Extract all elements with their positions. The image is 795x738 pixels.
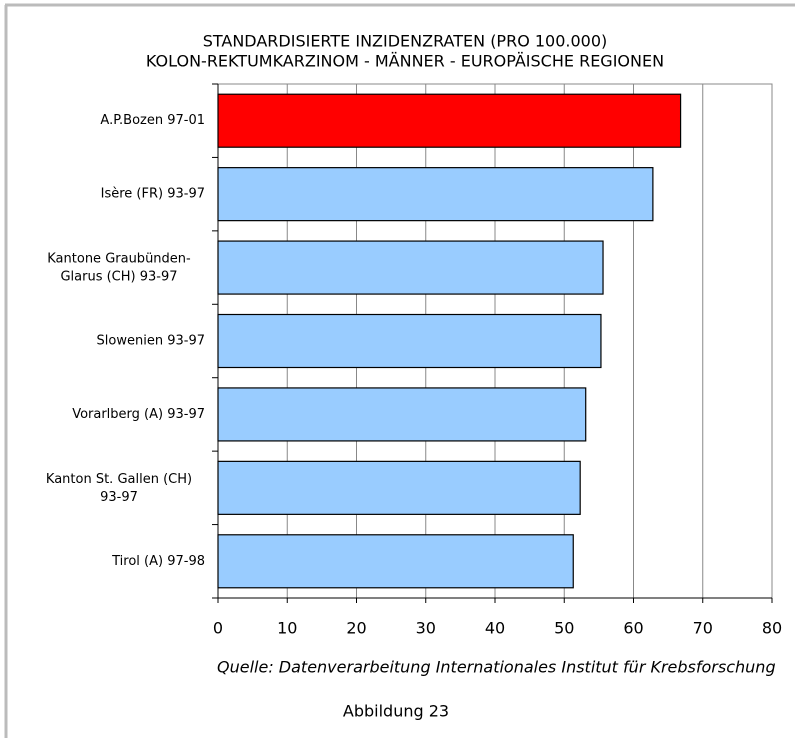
x-tick-label: 70 [693, 619, 713, 638]
y-tick-label: Vorarlberg (A) 93-97 [72, 407, 205, 422]
bar [217, 460, 581, 515]
chart-title: STANDARDISIERTE INZIDENZRATEN (PRO 100.0… [203, 32, 608, 51]
y-tick-label: Slowenien 93-97 [97, 334, 205, 349]
x-tick-label: 60 [623, 619, 643, 638]
x-tick-label: 50 [554, 619, 574, 638]
x-tick-label: 10 [277, 619, 297, 638]
x-tick-label: 30 [416, 619, 436, 638]
bar [217, 313, 602, 369]
y-tick-label: Tirol (A) 97-98 [111, 554, 205, 569]
source-note: Quelle: Datenverarbeitung Internationale… [217, 658, 776, 677]
x-tick-label: 40 [485, 619, 505, 638]
bar [217, 240, 604, 295]
x-tick-label: 0 [213, 619, 223, 638]
y-tick-label: Isère (FR) 93-97 [101, 187, 205, 202]
bar [217, 534, 574, 589]
x-tick-label: 80 [762, 619, 782, 638]
bar [217, 167, 654, 222]
bar [217, 93, 682, 148]
x-tick-label: 20 [346, 619, 366, 638]
bar [217, 387, 587, 442]
caption: Abbildung 23 [343, 702, 449, 721]
y-tick-label: Kantone Graubünden-Glarus (CH) 93-97 [47, 251, 191, 284]
y-tick-label: Kanton St. Gallen (CH) 93-97 [46, 471, 192, 504]
chart-subtitle: KOLON-REKTUMKARZINOM - MÄNNER - EUROPÄIS… [146, 52, 664, 71]
y-tick-label: A.P.Bozen 97-01 [100, 113, 205, 128]
